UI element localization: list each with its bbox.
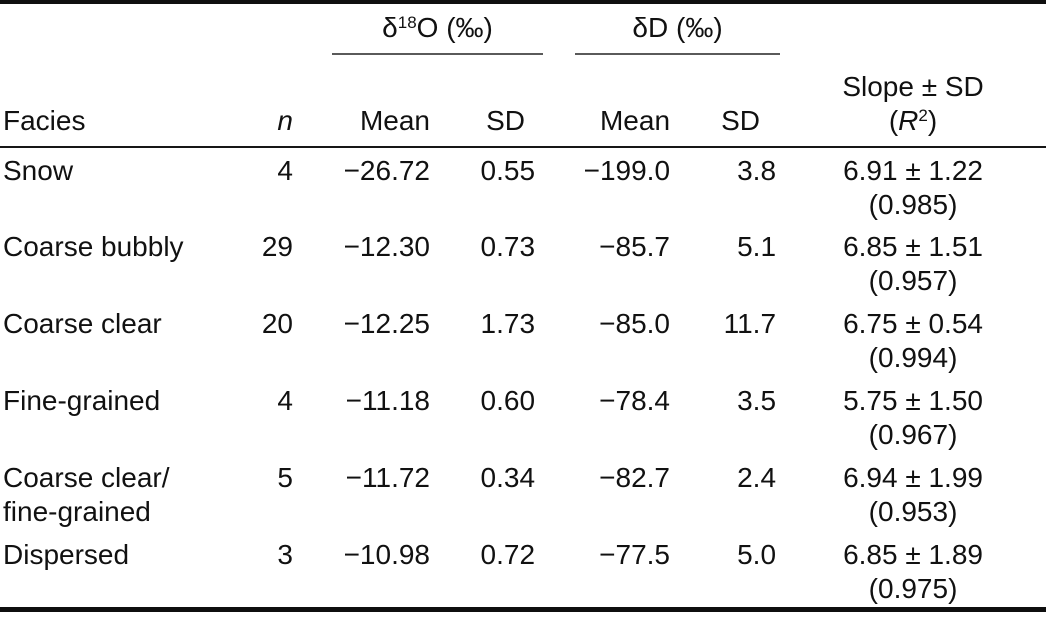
cell-o18-sd: 0.60 — [480, 385, 536, 416]
cell-o18-sd: 1.73 — [480, 308, 536, 339]
r2-value: (0.994) — [868, 342, 958, 373]
column-group-d18o: δ18O (‰) — [300, 2, 545, 55]
cell-facies: Fine-grained — [3, 385, 161, 416]
slope-header-r2: (R2) — [780, 104, 1046, 138]
spacer-facies — [0, 2, 240, 55]
column-group-dd: δD (‰) — [545, 2, 781, 55]
cell-n: 20 — [261, 308, 293, 339]
column-header-row: Facies n Mean SD Mean SD Slope ± SD (R2) — [0, 55, 1046, 148]
cell-o18-mean: −11.72 — [345, 462, 430, 493]
cell-n: 29 — [261, 231, 293, 262]
table-body: Snow 4 −26.72 0.55 −199.0 3.8 6.91 ± 1.2… — [0, 147, 1046, 609]
r2-value: (0.953) — [868, 496, 958, 527]
table-row: Fine-grained 4 −11.18 0.60 −78.4 3.5 5.7… — [0, 378, 1046, 455]
cell-dd-sd: 2.4 — [737, 462, 777, 493]
r-symbol: R — [898, 105, 919, 136]
header-slope: Slope ± SD (R2) — [780, 55, 1046, 148]
cell-slope: 6.85 ± 1.89 (0.975) — [780, 532, 1046, 609]
slope-value: 6.85 ± 1.51 — [843, 231, 983, 262]
cell-dd-mean: −85.0 — [599, 308, 671, 339]
cell-dd-mean: −85.7 — [599, 231, 671, 262]
cell-n: 4 — [277, 155, 293, 186]
r-superscript: 2 — [918, 106, 928, 125]
header-o18-mean: Mean — [300, 55, 435, 148]
r2-value: (0.985) — [868, 189, 958, 220]
header-n: n — [240, 55, 300, 148]
cell-facies: Snow — [3, 155, 74, 186]
table-row: Dispersed 3 −10.98 0.72 −77.5 5.0 6.85 ±… — [0, 532, 1046, 609]
cell-dd-mean: −78.4 — [599, 385, 671, 416]
cell-n: 3 — [277, 539, 293, 570]
slope-header-line1: Slope ± SD — [842, 71, 984, 102]
cell-o18-mean: −12.25 — [343, 308, 430, 339]
cell-slope: 6.94 ± 1.99 (0.953) — [780, 455, 1046, 532]
cell-dd-mean: −77.5 — [599, 539, 671, 570]
cell-facies: Coarse bubbly — [3, 231, 184, 262]
r2-value: (0.957) — [868, 265, 958, 296]
cell-o18-sd: 0.34 — [480, 462, 536, 493]
r2-value: (0.967) — [868, 419, 958, 450]
d18o-unit: O (‰) — [416, 12, 493, 43]
spanner-row: δ18O (‰) δD (‰) — [0, 2, 1046, 55]
d18o-superscript: 18 — [397, 13, 417, 32]
cell-slope: 6.91 ± 1.22 (0.985) — [780, 147, 1046, 224]
table-row: Coarse bubbly 29 −12.30 0.73 −85.7 5.1 6… — [0, 224, 1046, 301]
slope-value: 6.94 ± 1.99 — [843, 462, 983, 493]
cell-o18-mean: −11.18 — [345, 385, 430, 416]
cell-dd-mean: −82.7 — [599, 462, 671, 493]
slope-value: 6.75 ± 0.54 — [843, 308, 983, 339]
facies-second-line: fine-grained — [3, 496, 151, 527]
cell-o18-mean: −12.30 — [343, 231, 430, 262]
cell-facies: Coarse clear — [3, 308, 162, 339]
cell-n: 4 — [277, 385, 293, 416]
dd-group-label: δD (‰) — [575, 11, 781, 55]
cell-o18-mean: −10.98 — [343, 539, 430, 570]
paren-close: ) — [927, 105, 938, 136]
cell-dd-sd: 3.5 — [737, 385, 777, 416]
spacer-n — [240, 2, 300, 55]
slope-value: 6.85 ± 1.89 — [843, 539, 983, 570]
cell-slope: 6.85 ± 1.51 (0.957) — [780, 224, 1046, 301]
d18o-group-label: δ18O (‰) — [332, 11, 544, 55]
cell-dd-mean: −199.0 — [583, 155, 671, 186]
header-dd-sd: SD — [675, 55, 781, 148]
slope-value: 6.91 ± 1.22 — [843, 155, 983, 186]
slope-value: 5.75 ± 1.50 — [843, 385, 983, 416]
r2-value: (0.975) — [868, 573, 958, 604]
table-row: Snow 4 −26.72 0.55 −199.0 3.8 6.91 ± 1.2… — [0, 147, 1046, 224]
delta-symbol: δ — [382, 12, 398, 43]
cell-dd-sd: 3.8 — [737, 155, 777, 186]
cell-o18-sd: 0.55 — [480, 155, 536, 186]
header-dd-mean: Mean — [545, 55, 676, 148]
table-row: Coarse clear 20 −12.25 1.73 −85.0 11.7 6… — [0, 301, 1046, 378]
cell-slope: 5.75 ± 1.50 (0.967) — [780, 378, 1046, 455]
spacer-slope — [780, 2, 1046, 55]
cell-slope: 6.75 ± 0.54 (0.994) — [780, 301, 1046, 378]
paren-open: ( — [888, 105, 899, 136]
header-o18-sd: SD — [435, 55, 546, 148]
cell-facies: Coarse clear/ fine-grained — [0, 455, 240, 532]
cell-n: 5 — [277, 462, 293, 493]
cell-o18-sd: 0.72 — [480, 539, 536, 570]
cell-dd-sd: 5.0 — [737, 539, 777, 570]
cell-o18-mean: −26.72 — [343, 155, 430, 186]
table-header: δ18O (‰) δD (‰) Facies n Mean SD Mean SD… — [0, 2, 1046, 148]
table-row: Coarse clear/ fine-grained 5 −11.72 0.34… — [0, 455, 1046, 532]
header-facies: Facies — [0, 55, 240, 148]
cell-dd-sd: 5.1 — [737, 231, 777, 262]
cell-dd-sd: 11.7 — [723, 308, 777, 339]
cell-o18-sd: 0.73 — [480, 231, 536, 262]
cell-facies: Dispersed — [3, 539, 130, 570]
